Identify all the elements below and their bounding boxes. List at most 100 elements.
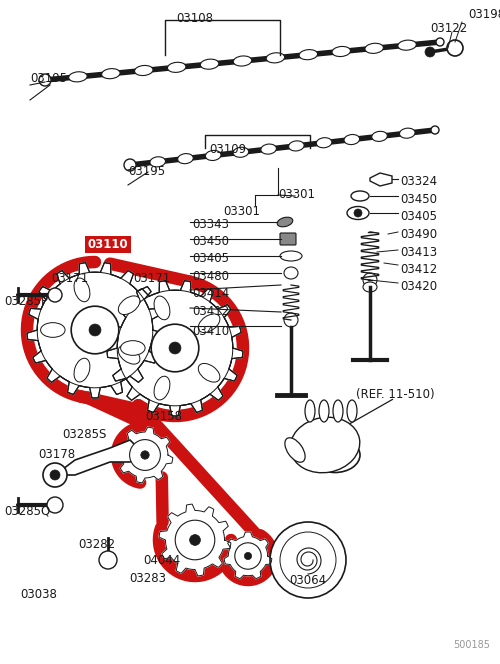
- Ellipse shape: [154, 376, 170, 400]
- Ellipse shape: [168, 62, 186, 72]
- Circle shape: [48, 288, 62, 302]
- Text: 03412: 03412: [400, 263, 437, 276]
- Text: 03450: 03450: [192, 235, 229, 248]
- Circle shape: [124, 159, 136, 171]
- Text: 03195: 03195: [30, 72, 67, 85]
- Circle shape: [296, 548, 320, 572]
- Text: 03108: 03108: [176, 12, 214, 25]
- Ellipse shape: [347, 400, 357, 422]
- Ellipse shape: [398, 40, 416, 50]
- Polygon shape: [55, 440, 145, 475]
- Text: 03301: 03301: [278, 188, 315, 201]
- Circle shape: [89, 324, 101, 336]
- Circle shape: [270, 522, 346, 598]
- Circle shape: [284, 313, 298, 327]
- Text: 03122: 03122: [430, 22, 467, 35]
- Text: 03324: 03324: [400, 175, 437, 188]
- Text: 03064: 03064: [290, 574, 327, 587]
- Text: 03178: 03178: [38, 448, 75, 461]
- Circle shape: [169, 342, 181, 354]
- Polygon shape: [224, 532, 272, 578]
- Ellipse shape: [261, 144, 276, 154]
- Ellipse shape: [266, 52, 284, 63]
- Circle shape: [447, 40, 463, 56]
- Ellipse shape: [200, 59, 219, 69]
- Text: 03285S: 03285S: [62, 428, 106, 441]
- Circle shape: [235, 542, 261, 569]
- Circle shape: [244, 552, 252, 560]
- Circle shape: [130, 440, 160, 470]
- Text: 03110: 03110: [88, 238, 128, 251]
- Ellipse shape: [74, 278, 90, 301]
- Ellipse shape: [118, 296, 140, 315]
- Circle shape: [39, 74, 51, 86]
- Ellipse shape: [150, 157, 166, 167]
- Text: 03490: 03490: [400, 228, 437, 241]
- Circle shape: [363, 273, 377, 287]
- Ellipse shape: [280, 251, 302, 261]
- Text: 03195: 03195: [128, 165, 165, 178]
- Ellipse shape: [347, 207, 369, 220]
- Circle shape: [175, 520, 215, 560]
- Ellipse shape: [332, 46, 350, 56]
- Ellipse shape: [319, 400, 329, 422]
- Ellipse shape: [154, 296, 170, 320]
- Text: 03158: 03158: [145, 410, 182, 423]
- Circle shape: [151, 324, 199, 372]
- Ellipse shape: [277, 217, 293, 227]
- Text: 500185: 500185: [453, 640, 490, 650]
- Text: 03285P: 03285P: [4, 295, 48, 308]
- Text: 03405: 03405: [400, 210, 437, 223]
- FancyBboxPatch shape: [280, 233, 296, 245]
- Text: 03171: 03171: [134, 272, 170, 285]
- Ellipse shape: [68, 72, 87, 82]
- Circle shape: [436, 38, 444, 46]
- Text: 03171: 03171: [52, 272, 88, 285]
- Circle shape: [50, 470, 60, 480]
- Text: 03450: 03450: [400, 193, 437, 206]
- Ellipse shape: [234, 56, 252, 66]
- Ellipse shape: [118, 345, 140, 364]
- Circle shape: [280, 532, 336, 588]
- Ellipse shape: [344, 135, 360, 145]
- Ellipse shape: [288, 141, 304, 151]
- Ellipse shape: [178, 153, 193, 164]
- Text: 03109: 03109: [210, 143, 246, 156]
- Text: 03283: 03283: [130, 572, 166, 585]
- Text: (REF. 11-510): (REF. 11-510): [356, 388, 434, 401]
- Ellipse shape: [284, 267, 298, 279]
- Ellipse shape: [299, 50, 318, 60]
- Ellipse shape: [198, 363, 220, 382]
- Circle shape: [190, 535, 200, 545]
- Ellipse shape: [134, 66, 153, 76]
- Polygon shape: [27, 263, 163, 398]
- Ellipse shape: [305, 400, 315, 422]
- Circle shape: [288, 540, 328, 580]
- Text: 03413: 03413: [400, 246, 437, 259]
- Ellipse shape: [290, 417, 360, 473]
- Text: 03480: 03480: [192, 270, 229, 283]
- Circle shape: [354, 209, 362, 217]
- Text: 03414: 03414: [192, 287, 229, 300]
- Circle shape: [47, 497, 63, 513]
- Circle shape: [71, 306, 119, 354]
- Circle shape: [99, 551, 117, 569]
- Text: 03420: 03420: [400, 280, 437, 293]
- Text: 03343: 03343: [192, 218, 229, 231]
- Polygon shape: [159, 504, 231, 576]
- Ellipse shape: [363, 282, 377, 292]
- Polygon shape: [370, 173, 392, 186]
- Ellipse shape: [310, 438, 360, 473]
- Ellipse shape: [40, 323, 65, 337]
- Polygon shape: [117, 427, 173, 483]
- Ellipse shape: [206, 151, 221, 161]
- Ellipse shape: [102, 68, 120, 79]
- Circle shape: [425, 47, 435, 57]
- Ellipse shape: [372, 131, 388, 141]
- Ellipse shape: [74, 359, 90, 382]
- Text: 03285Q: 03285Q: [4, 505, 50, 518]
- Text: 04044: 04044: [144, 554, 180, 567]
- Circle shape: [431, 126, 439, 134]
- Ellipse shape: [285, 438, 305, 462]
- Ellipse shape: [351, 191, 369, 201]
